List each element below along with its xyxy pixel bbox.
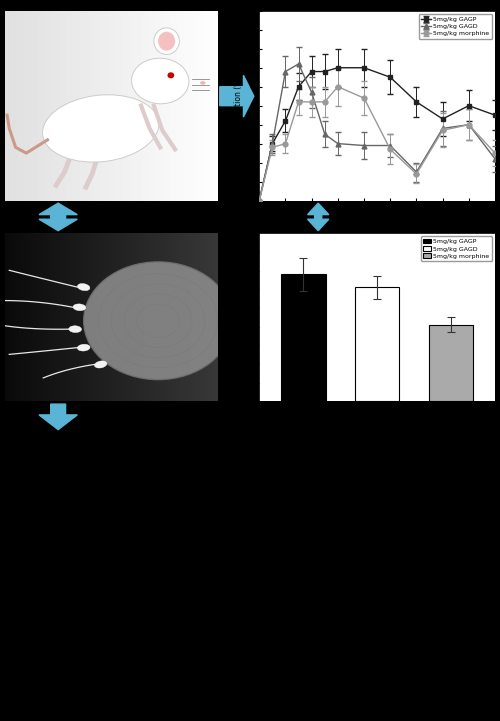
Legend: 5mg/kg GAGP, 5mg/kg GAGD, 5mg/kg morphine: 5mg/kg GAGP, 5mg/kg GAGD, 5mg/kg morphin… <box>421 236 492 261</box>
FancyArrow shape <box>39 404 78 430</box>
Ellipse shape <box>94 361 107 368</box>
Legend: 5mg/kg GAGP, 5mg/kg GAGD, 5mg/kg morphine: 5mg/kg GAGP, 5mg/kg GAGD, 5mg/kg morphin… <box>419 14 492 39</box>
Circle shape <box>84 262 233 379</box>
Ellipse shape <box>78 283 90 291</box>
Circle shape <box>168 72 174 79</box>
Ellipse shape <box>69 326 82 332</box>
Bar <box>282 275 326 402</box>
Ellipse shape <box>42 94 159 162</box>
Bar <box>428 325 473 402</box>
FancyArrow shape <box>220 75 254 117</box>
X-axis label: Time after injection (min): Time after injection (min) <box>328 210 426 218</box>
Ellipse shape <box>132 58 189 104</box>
Ellipse shape <box>73 304 86 311</box>
Ellipse shape <box>200 81 205 84</box>
FancyArrow shape <box>308 203 329 217</box>
Ellipse shape <box>78 344 90 351</box>
Ellipse shape <box>158 32 175 50</box>
Bar <box>355 288 399 402</box>
FancyArrow shape <box>39 217 78 231</box>
Y-axis label: A.U.C (0-60min): A.U.C (0-60min) <box>228 287 236 348</box>
FancyArrow shape <box>39 203 78 217</box>
Y-axis label: Antinociception (%MPE): Antinociception (%MPE) <box>234 60 244 151</box>
Ellipse shape <box>154 28 180 55</box>
FancyArrow shape <box>308 217 329 231</box>
